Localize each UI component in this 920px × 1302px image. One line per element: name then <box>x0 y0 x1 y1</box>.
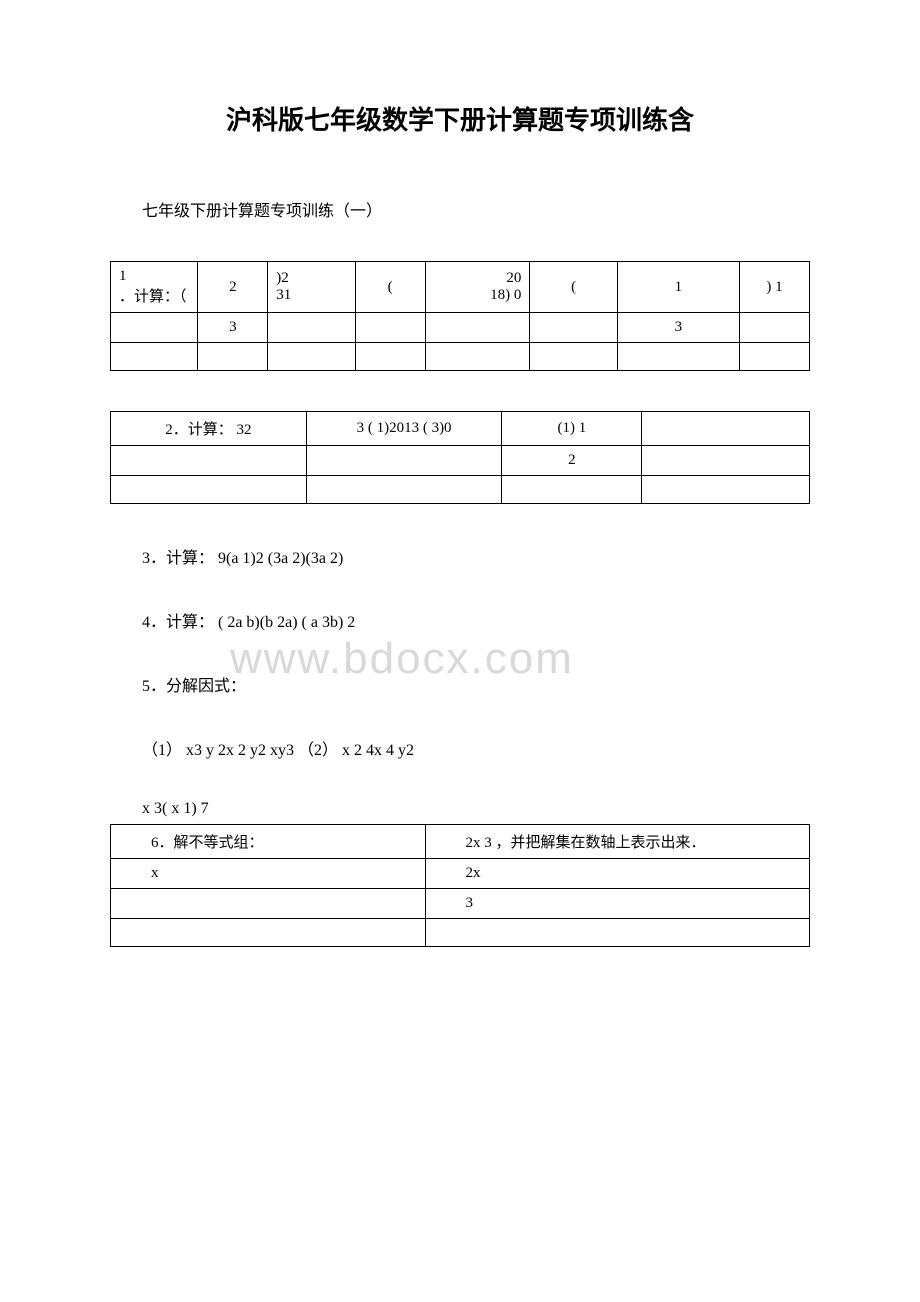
table-2: 2．计算： 32 3 ( 1)2013 ( 3)0 (1) 1 2 <box>110 411 810 504</box>
cell <box>268 343 355 371</box>
cell <box>198 343 268 371</box>
cell: 2x 3 ，并把解集在数轴上表示出来． <box>425 825 809 859</box>
cell <box>111 313 198 343</box>
cell <box>425 343 530 371</box>
cell: 20 18) 0 <box>425 262 530 313</box>
cell: ) 1 <box>740 262 810 313</box>
table-row: 2．计算： 32 3 ( 1)2013 ( 3)0 (1) 1 <box>111 412 810 446</box>
cell: 6．解不等式组： <box>111 825 426 859</box>
cell <box>425 919 809 947</box>
cell: 2 <box>198 262 268 313</box>
cell <box>642 446 810 476</box>
subtitle: 七年级下册计算题专项训练（一） <box>110 197 810 221</box>
cell: (1) 1 <box>502 412 642 446</box>
question-3: 3．计算： 9(a 1)2 (3a 2)(3a 2) <box>110 544 810 568</box>
cell <box>502 476 642 504</box>
cell: 1 ．计算：（ <box>111 262 198 313</box>
cell: 2 <box>502 446 642 476</box>
cell: 3 ( 1)2013 ( 3)0 <box>306 412 502 446</box>
cell <box>355 343 425 371</box>
cell <box>530 313 617 343</box>
cell: 2x <box>425 859 809 889</box>
cell <box>306 446 502 476</box>
table-row <box>111 476 810 504</box>
cell: 3 <box>198 313 268 343</box>
table-row <box>111 919 810 947</box>
question-4: 4．计算： ( 2a b)(b 2a) ( a 3b) 2 <box>110 608 810 632</box>
cell <box>111 889 426 919</box>
table-3: 6．解不等式组： 2x 3 ，并把解集在数轴上表示出来． x 2x 3 <box>110 824 810 947</box>
cell: 2．计算： 32 <box>111 412 307 446</box>
table-row: 3 3 <box>111 313 810 343</box>
cell <box>530 343 617 371</box>
question-5-parts: （1） x3 y 2x 2 y2 xy3 （2） x 2 4x 4 y2 <box>110 736 810 760</box>
table-row: 1 ．计算：（ 2 )2 31 ( 20 18) 0 ( 1 ) 1 <box>111 262 810 313</box>
cell: x <box>111 859 426 889</box>
cell <box>425 313 530 343</box>
cell <box>740 343 810 371</box>
cell: ( <box>355 262 425 313</box>
table-row: 3 <box>111 889 810 919</box>
question-6-pre: x 3( x 1) 7 <box>110 800 810 818</box>
cell: 1 <box>617 262 739 313</box>
table-row: x 2x <box>111 859 810 889</box>
cell <box>111 476 307 504</box>
table-row: 2 <box>111 446 810 476</box>
table-row <box>111 343 810 371</box>
cell <box>306 476 502 504</box>
cell <box>111 343 198 371</box>
cell: 3 <box>617 313 739 343</box>
cell: 3 <box>425 889 809 919</box>
table-row: 6．解不等式组： 2x 3 ，并把解集在数轴上表示出来． <box>111 825 810 859</box>
cell <box>617 343 739 371</box>
cell <box>111 919 426 947</box>
question-5: 5．分解因式： <box>110 672 810 696</box>
cell <box>740 313 810 343</box>
cell: ( <box>530 262 617 313</box>
cell <box>355 313 425 343</box>
cell <box>268 313 355 343</box>
cell <box>642 412 810 446</box>
cell: )2 31 <box>268 262 355 313</box>
page-title: 沪科版七年级数学下册计算题专项训练含 <box>110 100 810 137</box>
cell <box>111 446 307 476</box>
table-1: 1 ．计算：（ 2 )2 31 ( 20 18) 0 ( 1 ) 1 3 3 <box>110 261 810 371</box>
cell <box>642 476 810 504</box>
